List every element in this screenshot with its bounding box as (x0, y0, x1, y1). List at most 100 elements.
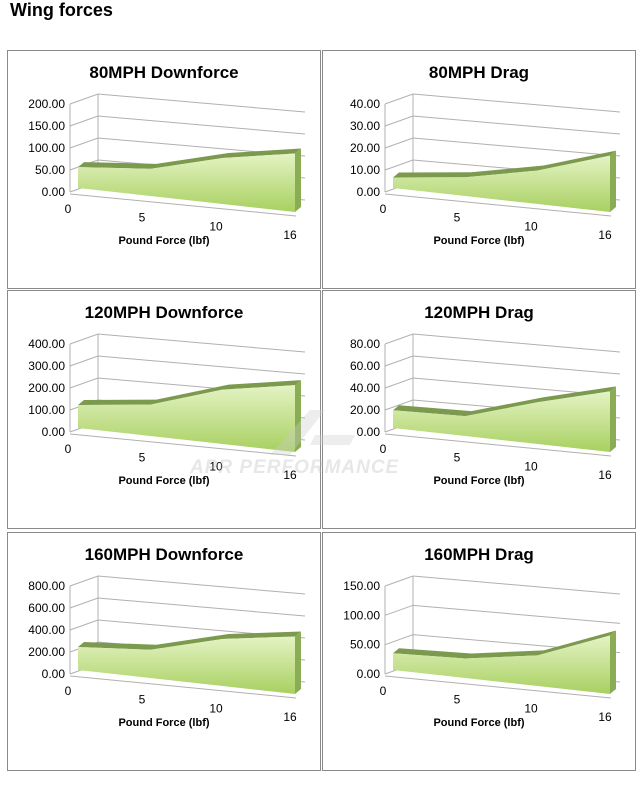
chart-svg: 0.00 50.00 100.00 150.00 0 5 10 16 (343, 575, 621, 724)
gridline (384, 333, 621, 353)
x-tick-label: 0 (380, 202, 387, 216)
gridline (69, 575, 306, 595)
y-tick-label: 300.00 (28, 359, 65, 373)
x-tick-label: 10 (209, 459, 223, 473)
x-tick-label: 10 (524, 459, 538, 473)
x-axis-label: Pound Force (lbf) (433, 717, 525, 729)
x-axis (384, 193, 612, 217)
x-tick-label: 5 (454, 451, 461, 465)
page-title: Wing forces (10, 0, 113, 20)
x-axis (69, 433, 297, 457)
y-tick-label: 60.00 (350, 359, 380, 373)
x-tick-label: 16 (283, 710, 297, 724)
gridline (384, 604, 621, 624)
gridline (69, 355, 306, 375)
y-tick-label: 0.00 (42, 425, 66, 439)
y-tick-label: 100.00 (343, 608, 380, 622)
y-tick-label: 0.00 (357, 425, 381, 439)
area-side (610, 386, 616, 452)
y-tick-label: 200.00 (28, 645, 65, 659)
y-tick-label: 50.00 (350, 638, 380, 652)
chart-svg: 0.00 100.00 200.00 300.00 400.00 0 5 10 16 (28, 333, 306, 482)
x-tick-label: 10 (524, 701, 538, 715)
chart-svg: 0.00 10.00 20.00 30.00 40.00 0 5 10 16 (350, 93, 621, 242)
area-top-edge (78, 380, 301, 406)
chart-panel: 0.00 20.00 40.00 60.00 80.00 0 5 10 16 120MPH Dra… (322, 290, 636, 529)
gridline (69, 93, 306, 113)
x-axis-label: Pound Force (lbf) (433, 475, 525, 487)
area-series (78, 385, 295, 452)
gridline (384, 115, 621, 135)
x-axis (384, 675, 612, 699)
x-axis-label: Pound Force (lbf) (118, 475, 210, 487)
y-tick-label: 50.00 (35, 163, 65, 177)
y-tick-label: 80.00 (350, 337, 380, 351)
area-side (295, 148, 301, 212)
x-axis-label: Pound Force (lbf) (118, 235, 210, 247)
x-axis (69, 675, 297, 699)
chart-panel: 0.00 50.00 100.00 150.00 200.00 0 5 10 16 80MPH D… (7, 50, 321, 289)
gridline (384, 93, 621, 113)
y-tick-label: 0.00 (357, 667, 381, 681)
gridline (69, 115, 306, 135)
area-top-edge (393, 150, 616, 178)
area-side (295, 380, 301, 452)
area-series (393, 635, 610, 694)
x-tick-label: 5 (139, 211, 146, 225)
y-tick-label: 800.00 (28, 579, 65, 593)
y-tick-label: 200.00 (28, 381, 65, 395)
chart-panel: 0.00 200.00 400.00 600.00 800.00 0 5 10 16 160MPH… (7, 532, 321, 771)
x-axis-label: Pound Force (lbf) (433, 235, 525, 247)
area-series (393, 155, 610, 212)
y-tick-label: 100.00 (28, 141, 65, 155)
x-tick-label: 5 (139, 451, 146, 465)
gridline (384, 575, 621, 595)
gridline (384, 355, 621, 375)
y-tick-label: 40.00 (350, 381, 380, 395)
chart-panel: 0.00 50.00 100.00 150.00 0 5 10 16 160MPH Drag Po… (322, 532, 636, 771)
x-tick-label: 5 (454, 693, 461, 707)
x-tick-label: 0 (380, 684, 387, 698)
area-side (610, 630, 616, 694)
chart-panel: 0.00 100.00 200.00 300.00 400.00 0 5 10 16 120MPH… (7, 290, 321, 529)
x-tick-label: 0 (380, 442, 387, 456)
x-tick-label: 0 (65, 202, 72, 216)
x-axis-label: Pound Force (lbf) (118, 717, 210, 729)
y-tick-label: 150.00 (28, 119, 65, 133)
chart-title: 80MPH Drag (428, 63, 530, 82)
x-tick-label: 16 (283, 228, 297, 242)
x-tick-label: 16 (598, 710, 612, 724)
x-tick-label: 0 (65, 684, 72, 698)
chart-svg: 0.00 200.00 400.00 600.00 800.00 0 5 10 16 (28, 575, 306, 724)
y-tick-label: 150.00 (343, 579, 380, 593)
y-tick-label: 400.00 (28, 623, 65, 637)
y-tick-label: 200.00 (28, 97, 65, 111)
gridline (384, 137, 621, 157)
x-tick-label: 10 (209, 701, 223, 715)
chart-title: 120MPH Drag (424, 303, 534, 322)
area-side (610, 150, 616, 212)
y-tick-label: 0.00 (357, 185, 381, 199)
y-tick-label: 40.00 (350, 97, 380, 111)
x-tick-label: 16 (283, 468, 297, 482)
gridline (69, 597, 306, 617)
chart-panel: 0.00 10.00 20.00 30.00 40.00 0 5 10 16 80MPH Drag… (322, 50, 636, 289)
x-tick-label: 0 (65, 442, 72, 456)
chart-title: 120MPH Downforce (84, 303, 244, 322)
chart-title: 160MPH Drag (424, 545, 534, 564)
x-tick-label: 16 (598, 228, 612, 242)
x-axis (69, 193, 297, 217)
y-tick-label: 600.00 (28, 601, 65, 615)
y-tick-label: 400.00 (28, 337, 65, 351)
area-top-edge (393, 630, 616, 659)
y-tick-label: 100.00 (28, 403, 65, 417)
area-side (295, 631, 301, 694)
area-series (78, 636, 295, 694)
y-tick-label: 20.00 (350, 141, 380, 155)
chart-title: 160MPH Downforce (84, 545, 244, 564)
chart-svg: 0.00 50.00 100.00 150.00 200.00 0 5 10 16 (28, 93, 306, 242)
y-tick-label: 0.00 (42, 667, 66, 681)
x-tick-label: 5 (139, 693, 146, 707)
gridline (69, 333, 306, 353)
area-series (393, 391, 610, 452)
